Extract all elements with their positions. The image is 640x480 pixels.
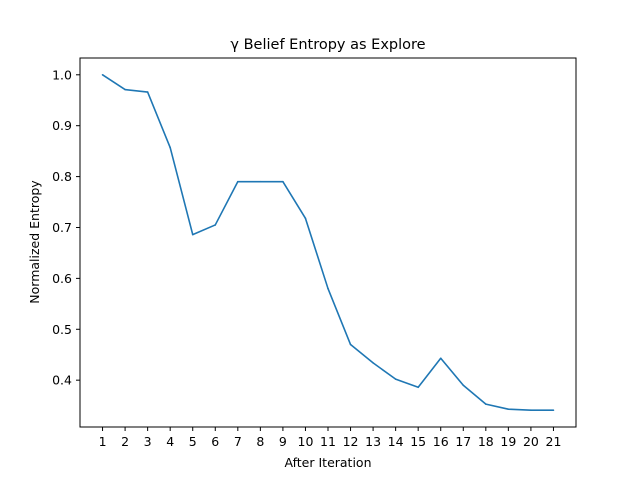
x-tick-label: 5 <box>189 434 197 449</box>
x-tick-label: 12 <box>343 434 359 449</box>
data-point <box>439 357 442 360</box>
data-point <box>304 217 307 220</box>
data-point <box>124 88 126 91</box>
y-axis-ticks: 0.4 0.5 0.6 0.7 0.8 0.9 1.0 <box>52 67 80 388</box>
y-axis-label: Normalized Entropy <box>27 180 42 304</box>
data-point <box>349 343 352 346</box>
plot-area: 1 2 3 4 5 6 7 8 9 10 11 12 13 14 15 16 17 18 19 20 21 0.40.5… <box>52 57 577 449</box>
x-tick-label: 15 <box>410 434 426 449</box>
x-axis-ticks: 1 2 3 4 5 6 7 8 9 10 11 12 13 14 15 16 17 18 19 20 21 <box>99 427 562 449</box>
x-tick-label: 11 <box>320 434 336 449</box>
data-point <box>485 403 487 405</box>
data-point <box>169 146 171 149</box>
x-tick-label: 8 <box>256 434 264 449</box>
series-line-0 <box>102 74 554 412</box>
data-point <box>282 180 284 183</box>
y-tick-label: 0.8 <box>52 169 72 184</box>
y-tick-label: 0.5 <box>52 322 72 337</box>
x-tick-label: 1 <box>99 434 107 449</box>
data-point <box>327 287 329 290</box>
data-point <box>462 384 465 387</box>
data-point <box>417 386 419 389</box>
x-tick-label: 9 <box>279 434 287 449</box>
y-tick-label: 0.9 <box>52 118 72 133</box>
x-tick-label: 17 <box>455 434 471 449</box>
x-tick-label: 3 <box>144 434 152 449</box>
data-point <box>372 362 374 364</box>
data-point <box>507 408 510 410</box>
data-point <box>259 180 262 183</box>
data-point <box>101 73 104 76</box>
y-tick-label: 0.4 <box>52 373 72 388</box>
data-point <box>214 224 217 226</box>
x-tick-label: 10 <box>298 434 314 449</box>
data-point <box>237 180 239 183</box>
axes-frame <box>79 57 577 428</box>
data-point <box>394 378 397 380</box>
data-point <box>146 91 149 93</box>
x-tick-label: 2 <box>121 434 129 449</box>
x-axis-label: After Iteration <box>284 455 371 470</box>
y-tick-label: 0.7 <box>52 220 72 235</box>
x-tick-label: 13 <box>365 434 381 449</box>
x-tick-label: 6 <box>211 434 219 449</box>
y-tick-label: 1.0 <box>52 67 72 82</box>
x-tick-label: 14 <box>388 434 404 449</box>
x-tick-label: 21 <box>546 434 562 449</box>
x-tick-label: 20 <box>523 434 539 449</box>
x-tick-label: 18 <box>478 434 494 449</box>
x-tick-label: 16 <box>433 434 449 449</box>
series-layer <box>101 73 555 412</box>
x-tick-label: 4 <box>166 434 174 449</box>
x-tick-label: 19 <box>500 434 516 449</box>
x-tick-label: 7 <box>234 434 242 449</box>
data-point <box>530 409 532 412</box>
chart-title: γ Belief Entropy as Explore <box>230 37 425 53</box>
y-tick-label: 0.6 <box>52 271 72 286</box>
data-point <box>552 409 555 412</box>
data-point <box>191 233 194 236</box>
